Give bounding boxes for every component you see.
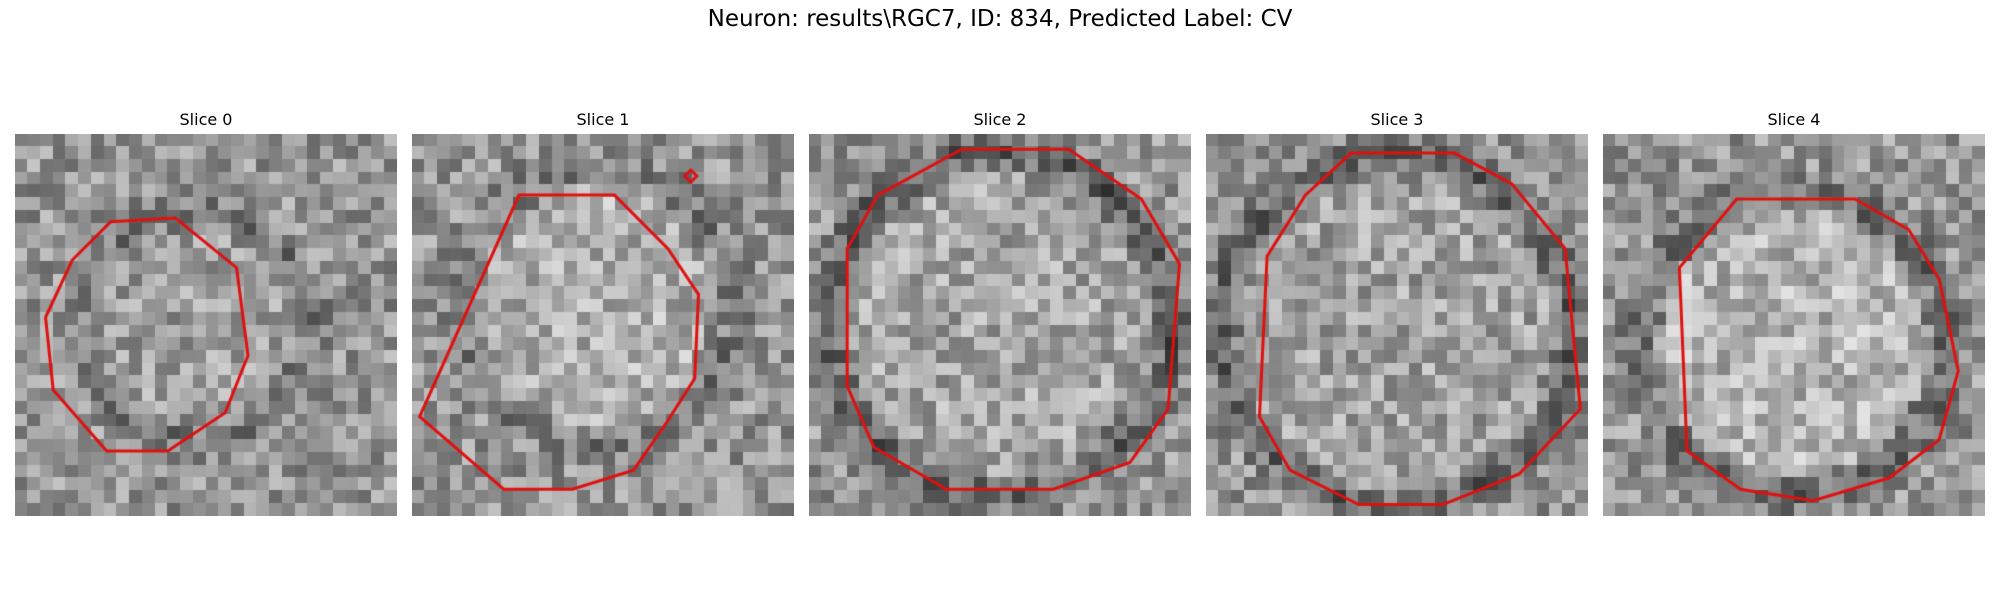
figure-title: Neuron: results\RGC7, ID: 834, Predicted…	[707, 6, 1293, 32]
slice-image	[412, 134, 794, 516]
slice-image	[15, 134, 397, 516]
slice-title: Slice 3	[1370, 110, 1424, 129]
slice-image	[1206, 134, 1588, 516]
slice-panel-3: Slice 3	[1206, 110, 1588, 516]
slice-panel-1: Slice 1	[412, 110, 794, 516]
slice-title: Slice 2	[973, 110, 1027, 129]
slice-panel-4: Slice 4	[1603, 110, 1985, 516]
slice-title: Slice 0	[179, 110, 233, 129]
slice-image	[809, 134, 1191, 516]
slice-title: Slice 1	[576, 110, 630, 129]
slice-image	[1603, 134, 1985, 516]
slice-panel-2: Slice 2	[809, 110, 1191, 516]
slice-panel-0: Slice 0	[15, 110, 397, 516]
slice-title: Slice 4	[1767, 110, 1821, 129]
